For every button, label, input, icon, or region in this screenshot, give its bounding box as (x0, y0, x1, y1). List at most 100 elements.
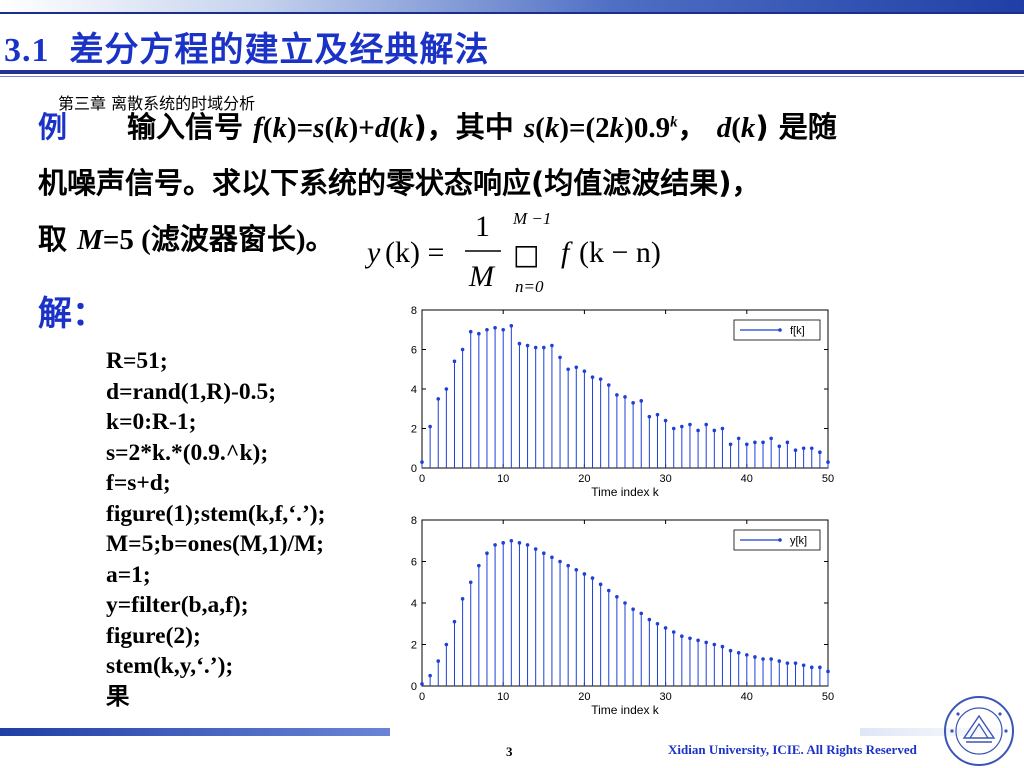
x-tick-label: 10 (497, 691, 509, 703)
stem-point (558, 355, 562, 360)
stem-point (550, 555, 554, 560)
stem-chart-f: 0 10 20 30 40 50 0 2 4 6 8 Time index k f[k] (411, 305, 834, 499)
stem-point (582, 369, 587, 374)
stem-point (826, 669, 830, 674)
stem-point (704, 422, 708, 427)
stem-point (598, 377, 603, 381)
stem-point (671, 630, 676, 634)
stem-point (769, 436, 773, 441)
stem-point (818, 450, 822, 454)
code-line: s=2*k.*(0.9.^k); (106, 439, 269, 466)
stem-point (517, 341, 522, 346)
formula-lhs-arg: (k) = (385, 236, 444, 269)
stem-point (452, 359, 457, 364)
x-tick-label: 30 (659, 473, 671, 485)
sym-expr: )0.9 (624, 112, 671, 144)
stem-point (460, 347, 465, 352)
stem-point (493, 543, 497, 547)
formula-f: f (561, 236, 573, 269)
x-axis-label: Time index k (591, 485, 660, 499)
stem-point (801, 663, 806, 668)
sym-eq: )= (286, 112, 314, 144)
stem-point (639, 611, 644, 616)
y-tick-label: 8 (411, 515, 417, 527)
y-tick-label: 6 (411, 345, 417, 357)
footer-band-right (860, 728, 1024, 736)
stem-point (590, 375, 595, 379)
sym-d: d (374, 112, 390, 144)
stem-point (753, 440, 757, 445)
stem-point (420, 460, 424, 464)
top-gradient-band (0, 0, 1024, 12)
stem-point (485, 551, 489, 555)
stem-point (793, 661, 798, 665)
footer-band-left (0, 728, 390, 736)
matlab-code-block: R=51; d=rand(1,R)-0.5; k=0:R-1; s=2*k.*(0.9… (106, 346, 325, 712)
stem-point (728, 648, 733, 653)
legend-label: f[k] (790, 325, 805, 337)
stem-point (777, 444, 782, 449)
stem-point (631, 401, 635, 405)
code-line: d=rand(1,R)-0.5; (106, 378, 277, 405)
stem-point (655, 412, 660, 417)
title-underline-thin (0, 76, 1024, 77)
sym-k: k (544, 112, 560, 144)
stem-point (728, 442, 733, 447)
stem-point (809, 665, 814, 670)
stem-point (785, 661, 790, 665)
stem-point (745, 442, 749, 447)
stem-point (647, 414, 652, 419)
example-label: 例 (38, 110, 68, 144)
stem-point (655, 621, 660, 626)
code-line: stem(k,y,‘.’); (106, 653, 234, 679)
stem-point (468, 329, 473, 334)
stem-point (663, 626, 668, 630)
x-tick-label: 50 (822, 691, 834, 703)
stem-point (428, 673, 432, 678)
x-tick-label: 0 (419, 691, 425, 703)
stem-point (436, 659, 441, 663)
stem-point (623, 395, 627, 399)
stem-point (818, 665, 822, 670)
stem-point (509, 324, 514, 328)
y-tick-label: 0 (411, 681, 417, 693)
chapter-label: 第三章 离散系统的时域分析 (58, 94, 256, 113)
stem-point (753, 655, 757, 659)
stem-point (680, 634, 684, 638)
stem-point (809, 446, 814, 451)
university-seal-icon (944, 696, 1014, 766)
text-window: =5 (滤波器窗长)。 (102, 224, 335, 256)
sym-plus: )+ (348, 112, 375, 144)
problem-line-1: 例输入信号 f(k)=s(k)+d(k)，其中 s(k)=(2k)0.9k， d… (38, 104, 837, 146)
stem-point (623, 601, 627, 605)
formula-y: y (365, 236, 381, 269)
code-line: y=filter(b,a,f); (106, 592, 249, 618)
stem-point (712, 642, 717, 647)
x-tick-label: 0 (419, 473, 425, 485)
sym-f: f (253, 112, 263, 144)
code-line: figure(2); (106, 622, 201, 649)
page-number: 3 (506, 744, 513, 759)
stem-point (598, 582, 603, 587)
code-line: a=1; (106, 561, 151, 588)
section-title: 差分方程的建立及经典解法 (69, 30, 490, 70)
stem-point (688, 422, 692, 427)
stem-point (542, 345, 546, 350)
stem-point (501, 541, 505, 545)
stem-point (736, 436, 741, 441)
code-line: 果 (106, 683, 130, 710)
stem-point (688, 636, 692, 641)
x-tick-label: 40 (741, 473, 753, 485)
sym-paren: ( (731, 112, 741, 144)
stem-point (590, 576, 595, 580)
stem-chart-y: 0 10 20 30 40 50 0 2 4 6 8 Time index k y[k] (411, 515, 834, 717)
stem-point (680, 424, 684, 429)
x-tick-label: 20 (578, 473, 590, 485)
top-rule (0, 12, 1024, 14)
stem-point (566, 563, 570, 568)
x-tick-label: 30 (659, 691, 671, 703)
stem-point (477, 331, 481, 336)
stem-point (428, 424, 432, 429)
y-tick-label: 8 (411, 305, 417, 317)
stem-point (720, 426, 725, 431)
